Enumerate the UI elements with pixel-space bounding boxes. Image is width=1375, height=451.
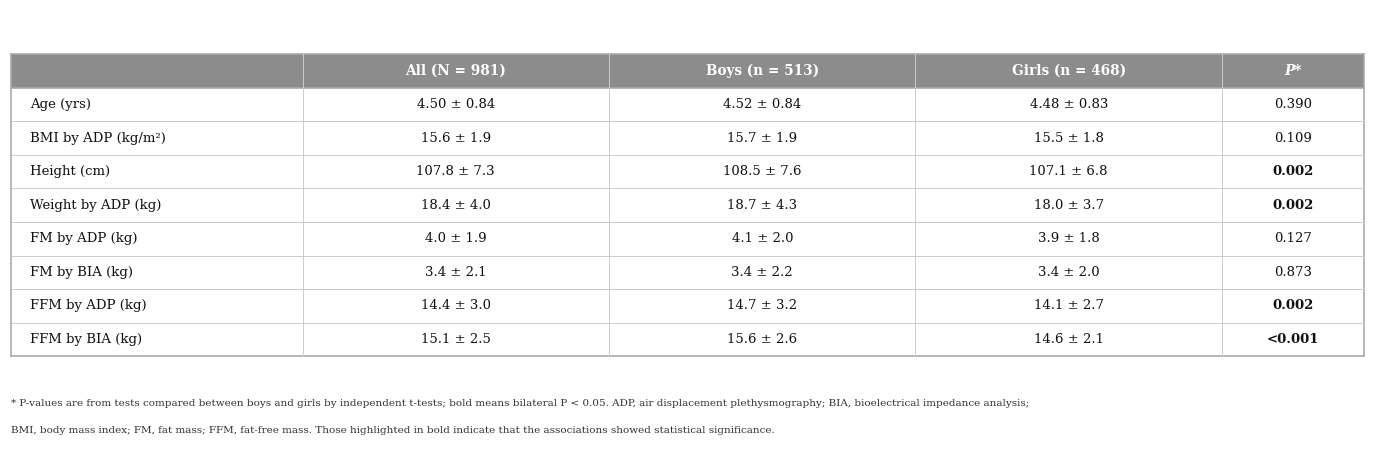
- Bar: [11, 289, 302, 323]
- Bar: [916, 87, 1222, 121]
- Bar: [609, 54, 916, 87]
- Text: Girls (n = 468): Girls (n = 468): [1012, 64, 1126, 78]
- Bar: [609, 189, 916, 222]
- Text: 4.52 ± 0.84: 4.52 ± 0.84: [723, 98, 802, 111]
- Bar: [609, 155, 916, 189]
- Text: FM by BIA (kg): FM by BIA (kg): [30, 266, 133, 279]
- Bar: [302, 87, 609, 121]
- Text: Weight by ADP (kg): Weight by ADP (kg): [30, 199, 162, 212]
- Bar: [11, 189, 302, 222]
- Text: 14.1 ± 2.7: 14.1 ± 2.7: [1034, 299, 1104, 313]
- Bar: [1222, 289, 1364, 323]
- Text: 15.1 ± 2.5: 15.1 ± 2.5: [421, 333, 491, 346]
- Bar: [609, 121, 916, 155]
- Text: 0.873: 0.873: [1275, 266, 1312, 279]
- Bar: [302, 256, 609, 289]
- Bar: [302, 189, 609, 222]
- Bar: [11, 54, 302, 87]
- Bar: [1222, 54, 1364, 87]
- Bar: [302, 54, 609, 87]
- Bar: [11, 87, 302, 121]
- Bar: [609, 222, 916, 256]
- Text: 18.7 ± 4.3: 18.7 ± 4.3: [727, 199, 797, 212]
- Bar: [916, 189, 1222, 222]
- Text: Height (cm): Height (cm): [30, 165, 110, 178]
- Text: * P-values are from tests compared between boys and girls by independent t-tests: * P-values are from tests compared betwe…: [11, 399, 1030, 408]
- Text: Age (yrs): Age (yrs): [30, 98, 91, 111]
- Text: 107.1 ± 6.8: 107.1 ± 6.8: [1030, 165, 1108, 178]
- Text: 4.1 ± 2.0: 4.1 ± 2.0: [732, 232, 793, 245]
- Text: 15.6 ± 2.6: 15.6 ± 2.6: [727, 333, 797, 346]
- Text: FFM by BIA (kg): FFM by BIA (kg): [30, 333, 143, 346]
- Text: All (N = 981): All (N = 981): [406, 64, 506, 78]
- Text: 0.127: 0.127: [1275, 232, 1312, 245]
- Text: 14.7 ± 3.2: 14.7 ± 3.2: [727, 299, 797, 313]
- Text: 0.390: 0.390: [1275, 98, 1312, 111]
- Bar: [609, 289, 916, 323]
- Bar: [11, 222, 302, 256]
- Bar: [1222, 87, 1364, 121]
- Bar: [916, 121, 1222, 155]
- Text: 15.7 ± 1.9: 15.7 ± 1.9: [727, 132, 797, 145]
- Bar: [302, 289, 609, 323]
- Text: 3.4 ± 2.2: 3.4 ± 2.2: [732, 266, 793, 279]
- Bar: [916, 54, 1222, 87]
- Bar: [302, 121, 609, 155]
- Bar: [302, 155, 609, 189]
- Text: FM by ADP (kg): FM by ADP (kg): [30, 232, 138, 245]
- Bar: [916, 256, 1222, 289]
- Bar: [1222, 323, 1364, 356]
- Text: 4.50 ± 0.84: 4.50 ± 0.84: [417, 98, 495, 111]
- Bar: [302, 323, 609, 356]
- Text: 18.4 ± 4.0: 18.4 ± 4.0: [421, 199, 491, 212]
- Text: 14.6 ± 2.1: 14.6 ± 2.1: [1034, 333, 1104, 346]
- Bar: [1222, 256, 1364, 289]
- Text: 108.5 ± 7.6: 108.5 ± 7.6: [723, 165, 802, 178]
- Bar: [609, 323, 916, 356]
- Bar: [916, 155, 1222, 189]
- Text: 3.4 ± 2.1: 3.4 ± 2.1: [425, 266, 487, 279]
- Bar: [302, 222, 609, 256]
- Bar: [11, 323, 302, 356]
- Bar: [916, 289, 1222, 323]
- Text: FFM by ADP (kg): FFM by ADP (kg): [30, 299, 147, 313]
- Text: 15.6 ± 1.9: 15.6 ± 1.9: [421, 132, 491, 145]
- Text: 0.002: 0.002: [1272, 165, 1313, 178]
- Text: 4.0 ± 1.9: 4.0 ± 1.9: [425, 232, 487, 245]
- Bar: [1222, 155, 1364, 189]
- Bar: [11, 256, 302, 289]
- Bar: [1222, 222, 1364, 256]
- Text: BMI by ADP (kg/m²): BMI by ADP (kg/m²): [30, 132, 166, 145]
- Bar: [11, 155, 302, 189]
- Bar: [609, 87, 916, 121]
- Bar: [609, 256, 916, 289]
- Text: Boys (n = 513): Boys (n = 513): [705, 64, 820, 78]
- Text: 18.0 ± 3.7: 18.0 ± 3.7: [1034, 199, 1104, 212]
- Text: 0.109: 0.109: [1275, 132, 1312, 145]
- Bar: [1222, 189, 1364, 222]
- Text: P*: P*: [1284, 64, 1302, 78]
- Bar: [916, 222, 1222, 256]
- Bar: [1222, 121, 1364, 155]
- Text: 0.002: 0.002: [1272, 199, 1313, 212]
- Text: 107.8 ± 7.3: 107.8 ± 7.3: [417, 165, 495, 178]
- Text: 15.5 ± 1.8: 15.5 ± 1.8: [1034, 132, 1104, 145]
- Text: 0.002: 0.002: [1272, 299, 1313, 313]
- Bar: [11, 121, 302, 155]
- Text: 14.4 ± 3.0: 14.4 ± 3.0: [421, 299, 491, 313]
- Text: 3.9 ± 1.8: 3.9 ± 1.8: [1038, 232, 1100, 245]
- Text: 3.4 ± 2.0: 3.4 ± 2.0: [1038, 266, 1100, 279]
- Text: 4.48 ± 0.83: 4.48 ± 0.83: [1030, 98, 1108, 111]
- Text: <0.001: <0.001: [1266, 333, 1319, 346]
- Bar: [916, 323, 1222, 356]
- Text: BMI, body mass index; FM, fat mass; FFM, fat-free mass. Those highlighted in bol: BMI, body mass index; FM, fat mass; FFM,…: [11, 426, 774, 435]
